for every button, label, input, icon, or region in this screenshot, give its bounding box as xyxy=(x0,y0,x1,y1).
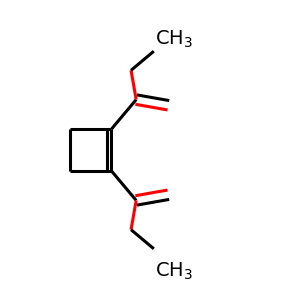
Text: $\mathregular{CH_3}$: $\mathregular{CH_3}$ xyxy=(155,28,193,50)
Text: $\mathregular{CH_3}$: $\mathregular{CH_3}$ xyxy=(155,261,193,282)
